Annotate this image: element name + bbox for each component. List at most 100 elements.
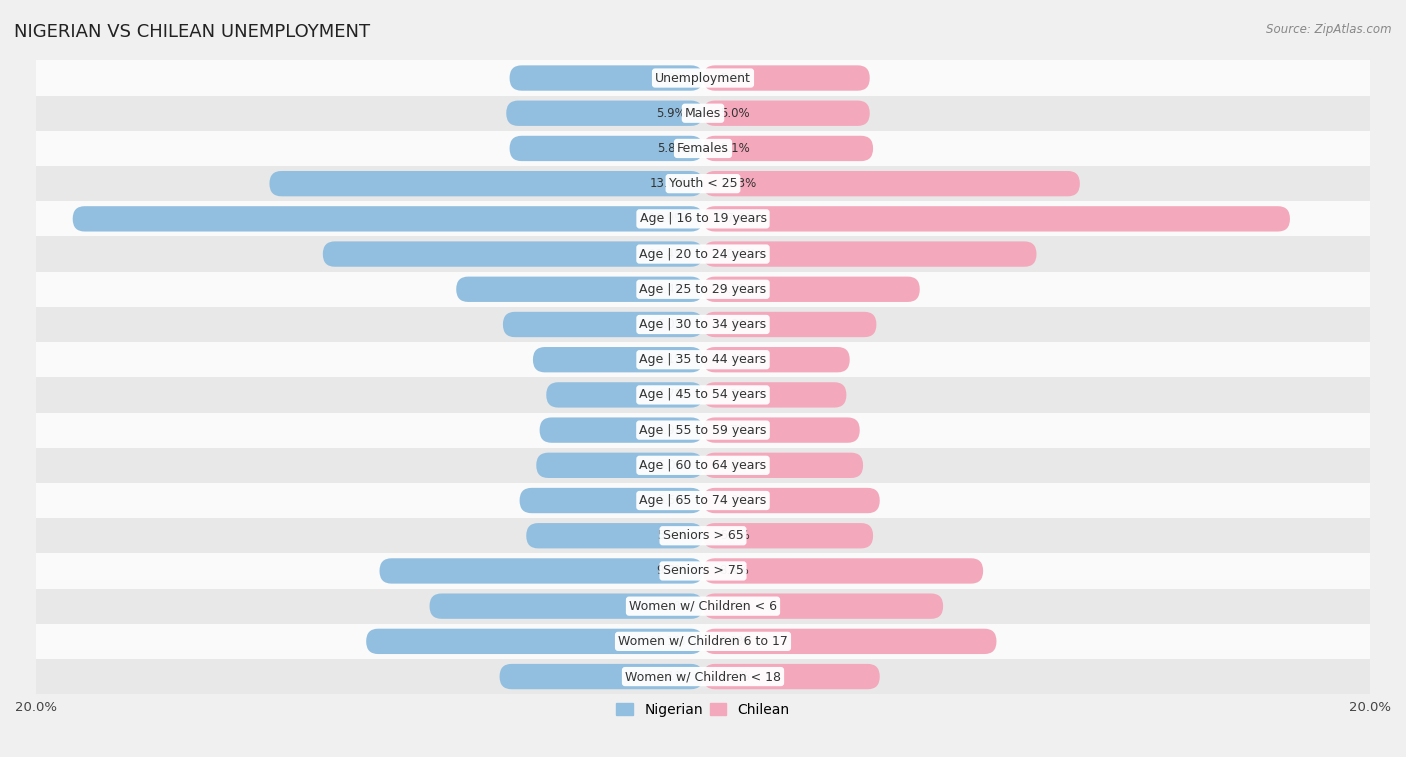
Text: Age | 16 to 19 years: Age | 16 to 19 years (640, 213, 766, 226)
FancyBboxPatch shape (366, 628, 703, 654)
Text: 5.3%: 5.3% (720, 670, 749, 683)
FancyBboxPatch shape (703, 65, 870, 91)
Bar (37, 61, 1369, 95)
FancyBboxPatch shape (703, 628, 997, 654)
FancyBboxPatch shape (703, 453, 863, 478)
Text: Age | 45 to 54 years: Age | 45 to 54 years (640, 388, 766, 401)
Bar (37, 483, 1369, 518)
Text: 5.3%: 5.3% (657, 529, 686, 542)
Text: 8.4%: 8.4% (720, 565, 749, 578)
Text: 5.5%: 5.5% (657, 494, 686, 507)
Bar (37, 131, 1369, 166)
Bar (37, 307, 1369, 342)
Text: 5.1%: 5.1% (720, 529, 749, 542)
FancyBboxPatch shape (703, 523, 873, 548)
FancyBboxPatch shape (380, 558, 703, 584)
Text: 4.7%: 4.7% (657, 388, 686, 401)
FancyBboxPatch shape (547, 382, 703, 407)
Text: NIGERIAN VS CHILEAN UNEMPLOYMENT: NIGERIAN VS CHILEAN UNEMPLOYMENT (14, 23, 370, 41)
Text: 4.8%: 4.8% (720, 459, 749, 472)
FancyBboxPatch shape (540, 417, 703, 443)
FancyBboxPatch shape (526, 523, 703, 548)
Text: 10.0%: 10.0% (720, 248, 756, 260)
Bar (37, 553, 1369, 588)
Text: 5.9%: 5.9% (657, 107, 686, 120)
Text: 11.3%: 11.3% (720, 177, 756, 190)
FancyBboxPatch shape (703, 664, 880, 689)
Text: 5.0%: 5.0% (720, 107, 749, 120)
FancyBboxPatch shape (703, 488, 880, 513)
Bar (37, 624, 1369, 659)
Text: 5.1%: 5.1% (657, 354, 686, 366)
Text: 5.1%: 5.1% (720, 142, 749, 155)
FancyBboxPatch shape (703, 136, 873, 161)
FancyBboxPatch shape (456, 276, 703, 302)
Text: 4.7%: 4.7% (720, 424, 749, 437)
Text: 8.2%: 8.2% (657, 600, 686, 612)
Bar (37, 272, 1369, 307)
Text: Males: Males (685, 107, 721, 120)
FancyBboxPatch shape (703, 417, 859, 443)
Bar (37, 659, 1369, 694)
Text: 5.0%: 5.0% (657, 459, 686, 472)
FancyBboxPatch shape (506, 101, 703, 126)
Text: 17.6%: 17.6% (720, 213, 756, 226)
Text: Age | 25 to 29 years: Age | 25 to 29 years (640, 283, 766, 296)
Text: Age | 30 to 34 years: Age | 30 to 34 years (640, 318, 766, 331)
Bar (37, 342, 1369, 377)
FancyBboxPatch shape (536, 453, 703, 478)
FancyBboxPatch shape (703, 347, 849, 372)
Bar (37, 518, 1369, 553)
Bar (37, 377, 1369, 413)
Text: 5.8%: 5.8% (657, 71, 686, 85)
Text: 7.4%: 7.4% (657, 283, 686, 296)
Text: 5.0%: 5.0% (720, 71, 749, 85)
Text: Age | 35 to 44 years: Age | 35 to 44 years (640, 354, 766, 366)
Text: 11.4%: 11.4% (650, 248, 686, 260)
Text: 5.3%: 5.3% (720, 494, 749, 507)
Text: 10.1%: 10.1% (650, 635, 686, 648)
FancyBboxPatch shape (703, 171, 1080, 196)
Text: 4.4%: 4.4% (720, 354, 749, 366)
Legend: Nigerian, Chilean: Nigerian, Chilean (610, 697, 796, 722)
Text: 18.9%: 18.9% (650, 213, 686, 226)
Text: 8.8%: 8.8% (720, 635, 749, 648)
Text: 4.9%: 4.9% (657, 424, 686, 437)
FancyBboxPatch shape (520, 488, 703, 513)
FancyBboxPatch shape (533, 347, 703, 372)
FancyBboxPatch shape (503, 312, 703, 337)
FancyBboxPatch shape (499, 664, 703, 689)
Text: Seniors > 65: Seniors > 65 (662, 529, 744, 542)
Text: 7.2%: 7.2% (720, 600, 749, 612)
FancyBboxPatch shape (703, 241, 1036, 266)
Text: 5.2%: 5.2% (720, 318, 749, 331)
FancyBboxPatch shape (73, 206, 703, 232)
Text: 5.8%: 5.8% (657, 142, 686, 155)
Text: 4.3%: 4.3% (720, 388, 749, 401)
FancyBboxPatch shape (703, 593, 943, 618)
Bar (37, 447, 1369, 483)
Bar (37, 588, 1369, 624)
FancyBboxPatch shape (703, 276, 920, 302)
Text: 9.7%: 9.7% (657, 565, 686, 578)
FancyBboxPatch shape (703, 101, 870, 126)
Text: Seniors > 75: Seniors > 75 (662, 565, 744, 578)
Bar (37, 413, 1369, 447)
FancyBboxPatch shape (270, 171, 703, 196)
Text: Women w/ Children 6 to 17: Women w/ Children 6 to 17 (619, 635, 787, 648)
Text: Age | 60 to 64 years: Age | 60 to 64 years (640, 459, 766, 472)
Text: Unemployment: Unemployment (655, 71, 751, 85)
Text: 6.1%: 6.1% (657, 670, 686, 683)
FancyBboxPatch shape (323, 241, 703, 266)
Text: 13.0%: 13.0% (650, 177, 686, 190)
Text: Age | 20 to 24 years: Age | 20 to 24 years (640, 248, 766, 260)
FancyBboxPatch shape (703, 312, 876, 337)
Text: Age | 55 to 59 years: Age | 55 to 59 years (640, 424, 766, 437)
FancyBboxPatch shape (509, 136, 703, 161)
Text: 6.0%: 6.0% (657, 318, 686, 331)
FancyBboxPatch shape (703, 382, 846, 407)
Bar (37, 166, 1369, 201)
FancyBboxPatch shape (509, 65, 703, 91)
Text: Females: Females (678, 142, 728, 155)
Bar (37, 201, 1369, 236)
